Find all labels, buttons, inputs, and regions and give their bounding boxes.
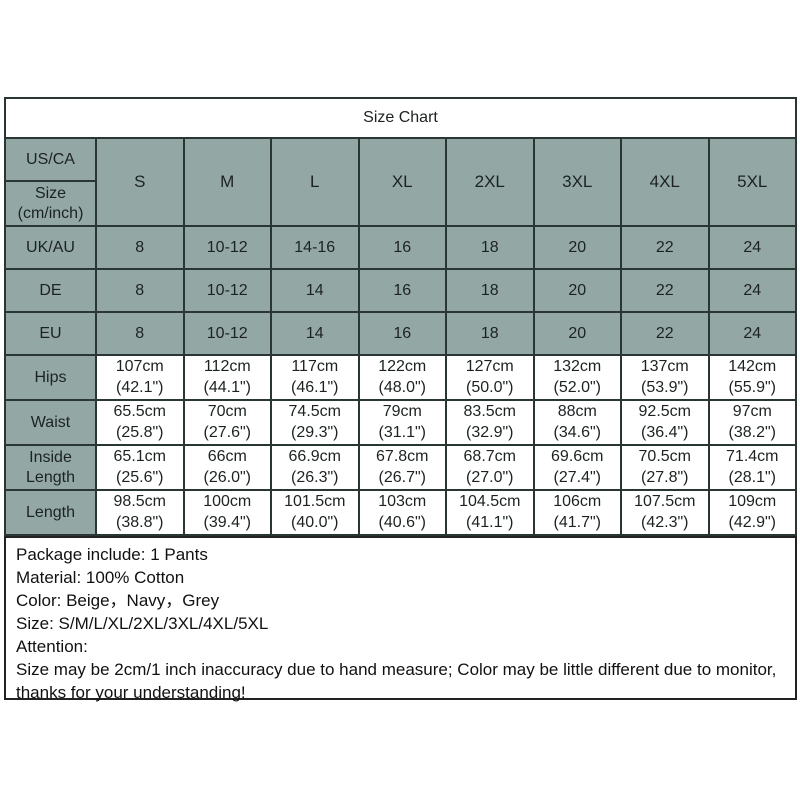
row-label-inside-length: Inside Length [4, 444, 97, 491]
table-cell: 132cm (52.0") [532, 354, 622, 401]
table-cell: 20 [532, 311, 622, 356]
column-header-5xl: 5XL [707, 137, 797, 227]
table-cell: 142cm (55.9") [707, 354, 797, 401]
size-chart-body: Size Chart US/CA Size (cm/inch) S M L XL 2XL… [4, 97, 797, 536]
table-cell: 16 [357, 311, 447, 356]
table-cell: 74.5cm (29.3") [270, 399, 360, 446]
row-label-hips: Hips [4, 354, 97, 401]
table-cell: 107cm (42.1") [95, 354, 185, 401]
table-cell: 14 [270, 311, 360, 356]
column-header-s: S [95, 137, 185, 227]
product-info-box: Package include: 1 Pants Material: 100% C… [4, 536, 797, 702]
table-row-eu: EU 8 10-12 14 16 18 20 22 24 [4, 311, 797, 356]
table-cell: 22 [620, 225, 710, 270]
column-header-3xl: 3XL [532, 137, 622, 227]
table-row-de: DE 8 10-12 14 16 18 20 22 24 [4, 268, 797, 313]
info-line: Material: 100% Cotton [16, 568, 185, 587]
info-line: Package include: 1 Pants [16, 545, 208, 564]
info-line: Color: Beige，Navy，Grey [16, 591, 220, 610]
table-cell: 8 [95, 268, 185, 313]
row-label-uk-au: UK/AU [4, 225, 97, 270]
column-header-m: M [182, 137, 272, 227]
title-row: Size Chart [4, 97, 797, 139]
table-cell: 109cm (42.9") [707, 489, 797, 536]
table-cell: 66.9cm (26.3") [270, 444, 360, 491]
table-cell: 14-16 [270, 225, 360, 270]
table-cell: 22 [620, 311, 710, 356]
table-cell: 20 [532, 268, 622, 313]
table-cell: 112cm (44.1") [182, 354, 272, 401]
table-cell: 79cm (31.1") [357, 399, 447, 446]
info-line: Size: S/M/L/XL/2XL/3XL/4XL/5XL [16, 614, 269, 633]
table-row-uk-au: UK/AU 8 10-12 14-16 16 18 20 22 24 [4, 225, 797, 270]
table-cell: 16 [357, 268, 447, 313]
header-row: US/CA Size (cm/inch) S M L XL 2XL 3XL 4XL 5XL [4, 137, 797, 227]
size-chart-table: Size Chart US/CA Size (cm/inch) S M L XL 2XL… [4, 97, 797, 536]
table-row-length: Length 98.5cm (38.8") 100cm (39.4") 101.5cm… [4, 489, 797, 536]
table-cell: 71.4cm (28.1") [707, 444, 797, 491]
table-cell: 16 [357, 225, 447, 270]
table-cell: 18 [445, 311, 535, 356]
table-cell: 98.5cm (38.8") [95, 489, 185, 536]
row-label-waist: Waist [4, 399, 97, 446]
table-cell: 117cm (46.1") [270, 354, 360, 401]
table-row-waist: Waist 65.5cm (25.8") 70cm (27.6") 74.5cm (2… [4, 399, 797, 446]
table-cell: 67.8cm (26.7") [357, 444, 447, 491]
table-cell: 65.1cm (25.6") [95, 444, 185, 491]
info-line: Attention: [16, 637, 88, 656]
table-cell: 107.5cm (42.3") [620, 489, 710, 536]
table-cell: 127cm (50.0") [445, 354, 535, 401]
table-cell: 10-12 [182, 225, 272, 270]
table-cell: 24 [707, 225, 797, 270]
column-header-xl: XL [357, 137, 447, 227]
table-cell: 104.5cm (41.1") [445, 489, 535, 536]
table-cell: 66cm (26.0") [182, 444, 272, 491]
table-cell: 10-12 [182, 268, 272, 313]
corner-header-unit: Size (cm/inch) [17, 184, 84, 222]
column-header-l: L [270, 137, 360, 227]
table-cell: 68.7cm (27.0") [445, 444, 535, 491]
table-cell: 14 [270, 268, 360, 313]
table-cell: 70cm (27.6") [182, 399, 272, 446]
table-cell: 8 [95, 311, 185, 356]
row-label-length: Length [4, 489, 97, 536]
table-cell: 20 [532, 225, 622, 270]
table-cell: 106cm (41.7") [532, 489, 622, 536]
table-cell: 92.5cm (36.4") [620, 399, 710, 446]
table-row-inside-length: Inside Length 65.1cm (25.6") 66cm (26.0") 6… [4, 444, 797, 491]
table-cell: 103cm (40.6") [357, 489, 447, 536]
row-label-eu: EU [4, 311, 97, 356]
table-cell: 101.5cm (40.0") [270, 489, 360, 536]
table-cell: 88cm (34.6") [532, 399, 622, 446]
size-chart-title: Size Chart [4, 97, 797, 139]
table-cell: 10-12 [182, 311, 272, 356]
table-cell: 100cm (39.4") [182, 489, 272, 536]
column-header-4xl: 4XL [620, 137, 710, 227]
info-line: Size may be 2cm/1 inch inaccuracy due to… [16, 660, 777, 702]
table-cell: 97cm (38.2") [707, 399, 797, 446]
row-label-de: DE [4, 268, 97, 313]
table-cell: 122cm (48.0") [357, 354, 447, 401]
table-row-hips: Hips 107cm (42.1") 112cm (44.1") 117cm (46.… [4, 354, 797, 401]
table-cell: 18 [445, 225, 535, 270]
table-cell: 70.5cm (27.8") [620, 444, 710, 491]
table-cell: 8 [95, 225, 185, 270]
table-cell: 18 [445, 268, 535, 313]
table-cell: 22 [620, 268, 710, 313]
table-cell: 137cm (53.9") [620, 354, 710, 401]
table-cell: 83.5cm (32.9") [445, 399, 535, 446]
column-header-2xl: 2XL [445, 137, 535, 227]
table-cell: 65.5cm (25.8") [95, 399, 185, 446]
table-cell: 24 [707, 268, 797, 313]
table-cell: 24 [707, 311, 797, 356]
table-cell: 69.6cm (27.4") [532, 444, 622, 491]
corner-header-region: US/CA [6, 139, 95, 182]
corner-header-cell: US/CA Size (cm/inch) [4, 137, 97, 227]
